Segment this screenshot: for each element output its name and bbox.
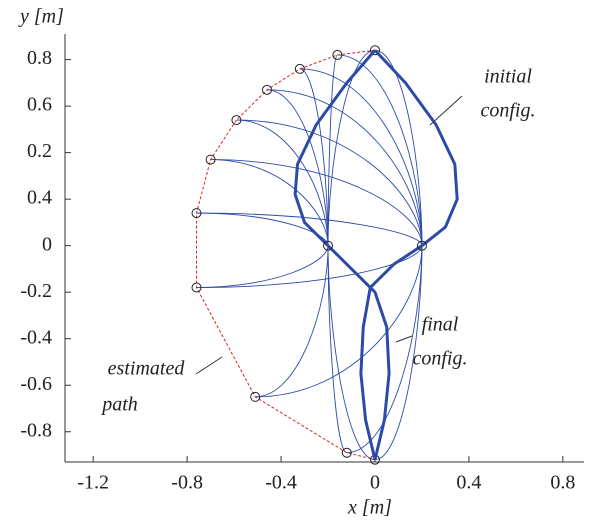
annotation: estimated: [108, 358, 186, 380]
annotation: config.: [481, 100, 536, 122]
link-curve: [255, 245, 329, 398]
estimated-path: [196, 49, 376, 461]
link-curve: [196, 245, 329, 288]
path-marker: [261, 84, 272, 95]
link-curve: [299, 68, 329, 246]
link-curve: [299, 68, 423, 246]
x-tick-label: 0.8: [550, 472, 575, 494]
path-marker: [341, 447, 352, 458]
link-curve: [327, 245, 376, 461]
y-tick-label: -0.2: [20, 280, 52, 302]
annotation: initial: [484, 66, 532, 88]
path-marker: [369, 45, 380, 56]
annotation: path: [100, 394, 138, 416]
link-curve: [236, 119, 423, 246]
path-marker: [205, 154, 216, 165]
leader-line: [195, 356, 223, 375]
link-curve: [210, 159, 329, 246]
leader-line: [395, 335, 413, 343]
configuration: [293, 49, 459, 247]
path-marker: [191, 208, 202, 219]
x-tick-label: 0.4: [456, 472, 481, 494]
x-tick-label: 0: [370, 472, 380, 494]
link-curve: [327, 49, 376, 246]
y-tick-label: 0.6: [27, 94, 52, 116]
x-tick-label: -1.2: [77, 472, 109, 494]
annotation: final: [422, 314, 459, 336]
y-tick-label: -0.4: [20, 326, 52, 348]
link-curve: [374, 49, 423, 246]
link-curve: [236, 119, 329, 246]
link-curve: [196, 245, 423, 288]
path-marker: [191, 282, 202, 293]
link-curve: [196, 212, 329, 246]
x-tick-label: -0.4: [265, 472, 297, 494]
y-tick-label: 0.2: [27, 140, 52, 162]
joint-marker: [416, 240, 427, 251]
x-tick-label: -0.8: [171, 472, 203, 494]
link-curve: [266, 89, 329, 246]
leader-line: [429, 95, 463, 126]
link-curve: [374, 245, 423, 461]
link-curve: [196, 212, 423, 246]
y-tick-label: 0.4: [27, 187, 52, 209]
link-curve: [210, 159, 423, 246]
joint-marker: [323, 240, 334, 251]
y-tick-label: 0: [42, 233, 52, 255]
link-curve: [346, 245, 423, 454]
path-marker: [294, 63, 305, 74]
link-curve: [266, 89, 423, 246]
link-curve: [255, 245, 423, 398]
y-tick-label: 0.8: [27, 47, 52, 69]
path-marker: [250, 391, 261, 402]
path-marker: [231, 115, 242, 126]
link-curve: [337, 54, 423, 246]
y-tick-label: -0.8: [20, 419, 52, 441]
x-axis-label: x [m]: [347, 497, 392, 519]
configuration: [326, 244, 423, 461]
annotation: config.: [413, 348, 468, 370]
y-axis-label: y [m]: [18, 6, 64, 28]
path-marker: [332, 49, 343, 60]
link-curve: [327, 54, 338, 246]
y-tick-label: -0.6: [20, 373, 52, 395]
